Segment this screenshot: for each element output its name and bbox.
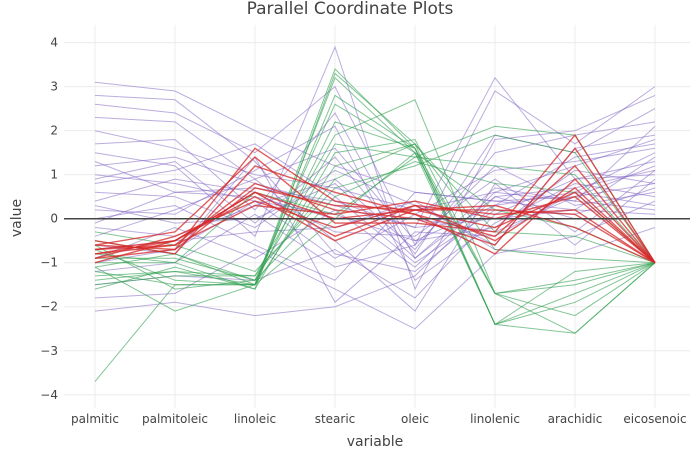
series-line-green <box>94 121 656 326</box>
series-line-green <box>94 99 656 295</box>
series-line-green <box>94 103 656 326</box>
lines-layer <box>94 45 656 382</box>
series-line-green <box>94 143 656 281</box>
series-line-green <box>94 143 656 312</box>
series-line-purple <box>94 45 656 291</box>
x-tick-label: palmitoleic <box>142 412 208 426</box>
series-line-purple <box>94 200 656 330</box>
series-line-purple <box>94 161 656 299</box>
series-line-red <box>94 187 656 264</box>
x-tick-label: linoleic <box>234 412 276 426</box>
series-line-green <box>94 125 656 264</box>
series-line-purple <box>94 178 656 312</box>
series-line-red <box>94 200 656 264</box>
y-axis-title: value <box>9 199 25 237</box>
y-tick-label: −4 <box>40 388 58 402</box>
x-tick-label: oleic <box>401 412 429 426</box>
series-line-purple <box>94 156 656 281</box>
y-tick-label: 4 <box>50 36 58 50</box>
y-tick-label: 3 <box>50 80 58 94</box>
x-axis-title: variable <box>347 434 403 450</box>
x-tick-label: palmitic <box>71 412 119 426</box>
series-line-purple <box>94 169 656 237</box>
x-tick-labels: palmitic palmitoleic linoleic stearic oleic l… <box>71 412 687 426</box>
series-line-purple <box>94 85 656 247</box>
series-line-green <box>94 68 656 317</box>
series-line-purple <box>94 116 656 242</box>
series-line-purple <box>94 94 656 273</box>
y-tick-label: −2 <box>40 300 58 314</box>
y-tick-label: −1 <box>40 256 58 270</box>
y-tick-labels: −4 −3 −2 −1 0 1 2 3 4 <box>40 36 58 402</box>
series-line-purple <box>94 169 656 317</box>
series-line-green <box>94 143 656 290</box>
series-line-green <box>94 134 656 273</box>
series-line-green <box>94 94 656 325</box>
y-tick-label: 0 <box>50 212 58 226</box>
x-tick-label: arachidic <box>548 412 603 426</box>
series-line-green <box>94 76 656 286</box>
y-tick-label: −3 <box>40 344 58 358</box>
chart-title: Parallel Coordinate Plots <box>247 0 454 19</box>
x-tick-label: eicosenoic <box>623 412 686 426</box>
series-line-purple <box>94 130 656 211</box>
series-line-red <box>94 187 656 264</box>
y-tick-label: 2 <box>50 124 58 138</box>
series-line-green <box>94 138 656 334</box>
y-tick-label: 1 <box>50 168 58 182</box>
x-tick-label: linolenic <box>470 412 520 426</box>
series-line-red <box>94 147 656 264</box>
x-tick-label: stearic <box>315 412 356 426</box>
